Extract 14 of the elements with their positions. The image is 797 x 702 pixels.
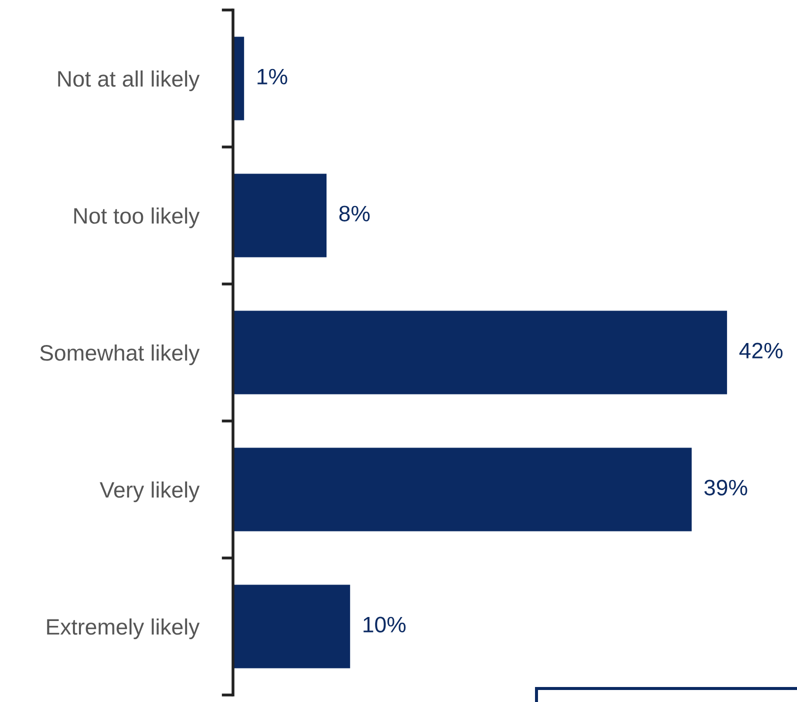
- y-tick-label: Very likely: [100, 481, 200, 502]
- bar: [233, 172, 328, 259]
- bar: [233, 583, 352, 670]
- y-tick-label: Not at all likely: [58, 70, 200, 92]
- y-tick-label: Not too likely: [74, 207, 200, 228]
- data-label: 42%: [739, 342, 783, 358]
- data-label: 39%: [704, 480, 748, 496]
- bar: [233, 446, 694, 533]
- data-label: 1%: [258, 68, 288, 84]
- data-label: 8%: [339, 206, 370, 222]
- y-tick-label: Extremely likely: [47, 618, 200, 640]
- bar: [233, 309, 728, 396]
- y-tick-label: Somewhat likely: [40, 344, 200, 366]
- data-label: 10%: [364, 616, 406, 632]
